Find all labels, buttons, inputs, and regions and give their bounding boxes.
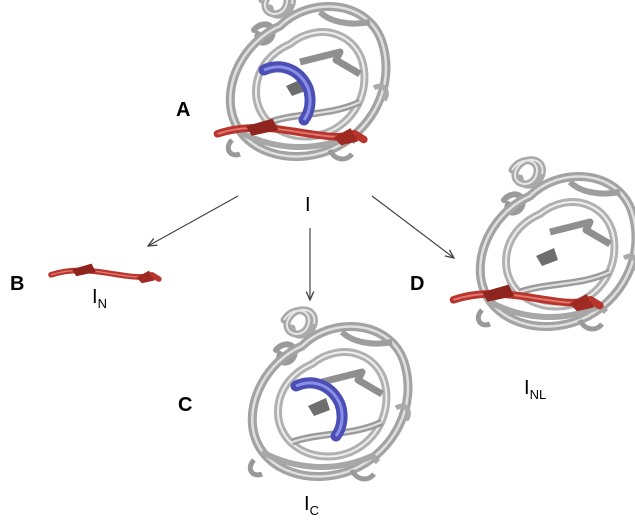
state-label-d: INL bbox=[524, 377, 546, 402]
state-label-b-sub: N bbox=[98, 296, 107, 311]
structure-b bbox=[51, 264, 159, 284]
state-label-d-main: I bbox=[524, 377, 530, 399]
arrow-to-d bbox=[371, 195, 454, 258]
state-label-c: IC bbox=[304, 493, 319, 518]
panel-letter-b: B bbox=[10, 273, 24, 295]
structure-d bbox=[454, 160, 635, 329]
structure-a bbox=[218, 0, 387, 159]
state-label-c-sub: C bbox=[310, 503, 319, 518]
panel-letter-c: C bbox=[178, 394, 192, 416]
state-label-b-main: I bbox=[92, 286, 98, 308]
panel-letter-a: A bbox=[176, 99, 190, 121]
state-label-a: I bbox=[305, 194, 311, 216]
arrow-to-b bbox=[148, 195, 239, 246]
state-label-b: IN bbox=[92, 286, 107, 311]
panel-letter-d: D bbox=[410, 273, 424, 295]
structure-c bbox=[250, 310, 408, 479]
state-label-a-main: I bbox=[305, 194, 311, 216]
state-label-d-sub: NL bbox=[530, 387, 547, 402]
state-label-c-main: I bbox=[304, 493, 310, 515]
